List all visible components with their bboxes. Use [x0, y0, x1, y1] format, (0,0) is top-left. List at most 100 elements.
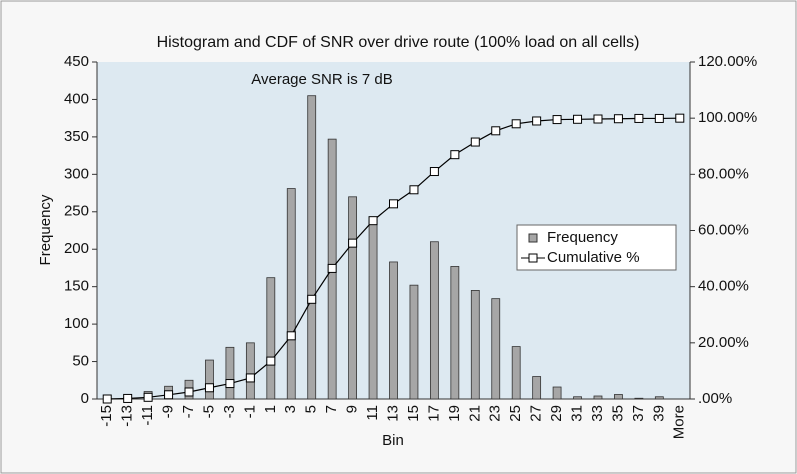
- cumulative-marker: [409, 185, 419, 195]
- bar: [552, 386, 562, 400]
- legend-label: Cumulative %: [547, 249, 640, 266]
- cumulative-marker: [368, 216, 378, 226]
- cumulative-marker: [266, 356, 276, 366]
- y2-tick-label: 120.00%: [698, 53, 757, 70]
- x-tick-label: -5: [200, 405, 217, 418]
- x-tick-label: -7: [180, 405, 197, 418]
- x-tick-label: 9: [344, 405, 361, 413]
- y2-tick-label: 100.00%: [698, 109, 757, 126]
- legend-marker: [528, 253, 538, 263]
- cumulative-marker: [164, 390, 174, 400]
- y2-tick-label: 60.00%: [698, 221, 749, 238]
- y-tick-label: 450: [64, 53, 89, 70]
- cumulative-marker: [389, 199, 398, 209]
- cumulative-marker: [573, 114, 583, 124]
- x-tick-label: 3: [282, 405, 299, 413]
- bar: [491, 298, 501, 400]
- cumulative-marker: [470, 137, 480, 147]
- cumulative-marker: [225, 379, 235, 389]
- bar: [532, 376, 542, 400]
- y-tick-label: 400: [64, 90, 89, 107]
- y-tick-label: 250: [64, 203, 89, 220]
- bar: [614, 394, 623, 400]
- bar: [470, 290, 480, 400]
- y-tick-label: 300: [64, 165, 89, 182]
- cumulative-marker: [511, 119, 521, 129]
- y-tick-label: 150: [64, 278, 89, 295]
- bar: [573, 396, 582, 400]
- bar: [593, 395, 603, 400]
- x-tick-label: 19: [446, 405, 463, 422]
- bar: [654, 396, 664, 400]
- y-tick-label: 350: [64, 128, 89, 145]
- cumulative-marker: [348, 238, 358, 248]
- x-tick-label: 1: [262, 405, 279, 413]
- y2-tick-label: 80.00%: [698, 165, 749, 182]
- bar: [389, 261, 398, 400]
- x-tick-label: 33: [589, 405, 606, 422]
- x-tick-label: 23: [487, 405, 504, 422]
- cumulative-marker: [286, 331, 296, 341]
- x-tick-label: 7: [323, 405, 340, 413]
- x-tick-label: 5: [303, 405, 320, 413]
- x-tick-label: -3: [221, 405, 238, 418]
- legend-swatch: [528, 233, 538, 243]
- x-tick-label: 39: [650, 405, 667, 422]
- cumulative-marker: [634, 113, 644, 123]
- cumulative-marker: [491, 126, 501, 136]
- cumulative-marker: [450, 150, 460, 160]
- cumulative-marker: [613, 114, 623, 124]
- x-tick-label: 29: [548, 405, 565, 422]
- y2-tick-label: 20.00%: [698, 334, 749, 351]
- x-tick-label: 25: [507, 405, 524, 422]
- cumulative-marker: [429, 167, 439, 177]
- x-tick-label: -1: [241, 405, 258, 418]
- cumulative-marker: [593, 114, 603, 124]
- x-tick-label: 17: [425, 405, 442, 422]
- y-axis-label: Frequency: [37, 194, 54, 265]
- x-tick-label: -13: [119, 405, 136, 427]
- bar: [429, 241, 439, 400]
- x-tick-label: 31: [569, 405, 586, 422]
- y2-tick-label: .00%: [698, 390, 732, 407]
- x-tick-label: -15: [98, 405, 115, 427]
- y2-tick-label: 40.00%: [698, 278, 749, 295]
- cumulative-marker: [184, 387, 194, 397]
- x-tick-label: More: [671, 405, 688, 439]
- x-tick-label: 13: [384, 405, 401, 422]
- cumulative-marker: [307, 294, 317, 304]
- cumulative-marker: [675, 113, 685, 123]
- legend-box: [516, 224, 677, 271]
- y-tick-label: 0: [81, 390, 89, 407]
- bar: [368, 220, 378, 400]
- x-tick-label: -9: [160, 405, 177, 418]
- bar: [409, 284, 419, 400]
- legend-label: Frequency: [547, 229, 618, 246]
- chart-title: Histogram and CDF of SNR over drive rout…: [157, 34, 640, 51]
- x-tick-label: 15: [405, 405, 422, 422]
- cumulative-marker: [102, 394, 112, 404]
- y-tick-label: 200: [64, 240, 89, 257]
- x-tick-label: 37: [630, 405, 647, 422]
- x-tick-label: 35: [609, 405, 626, 422]
- x-tick-label: 11: [364, 405, 381, 421]
- bar: [266, 277, 276, 400]
- bar: [450, 266, 460, 400]
- bar: [511, 346, 521, 400]
- bar: [205, 359, 214, 400]
- cumulative-marker: [123, 393, 133, 403]
- cumulative-marker: [327, 263, 337, 273]
- bar: [245, 342, 255, 400]
- bar: [307, 95, 317, 400]
- cumulative-marker: [204, 383, 214, 393]
- y-tick-label: 100: [64, 315, 89, 332]
- cumulative-marker: [532, 116, 542, 126]
- cumulative-marker: [552, 115, 562, 125]
- cumulative-marker: [143, 392, 153, 402]
- x-tick-label: -11: [139, 405, 156, 426]
- annotation: Average SNR is 7 dB: [251, 71, 392, 88]
- bar: [286, 188, 296, 400]
- bar: [225, 346, 235, 400]
- cumulative-marker: [654, 113, 664, 123]
